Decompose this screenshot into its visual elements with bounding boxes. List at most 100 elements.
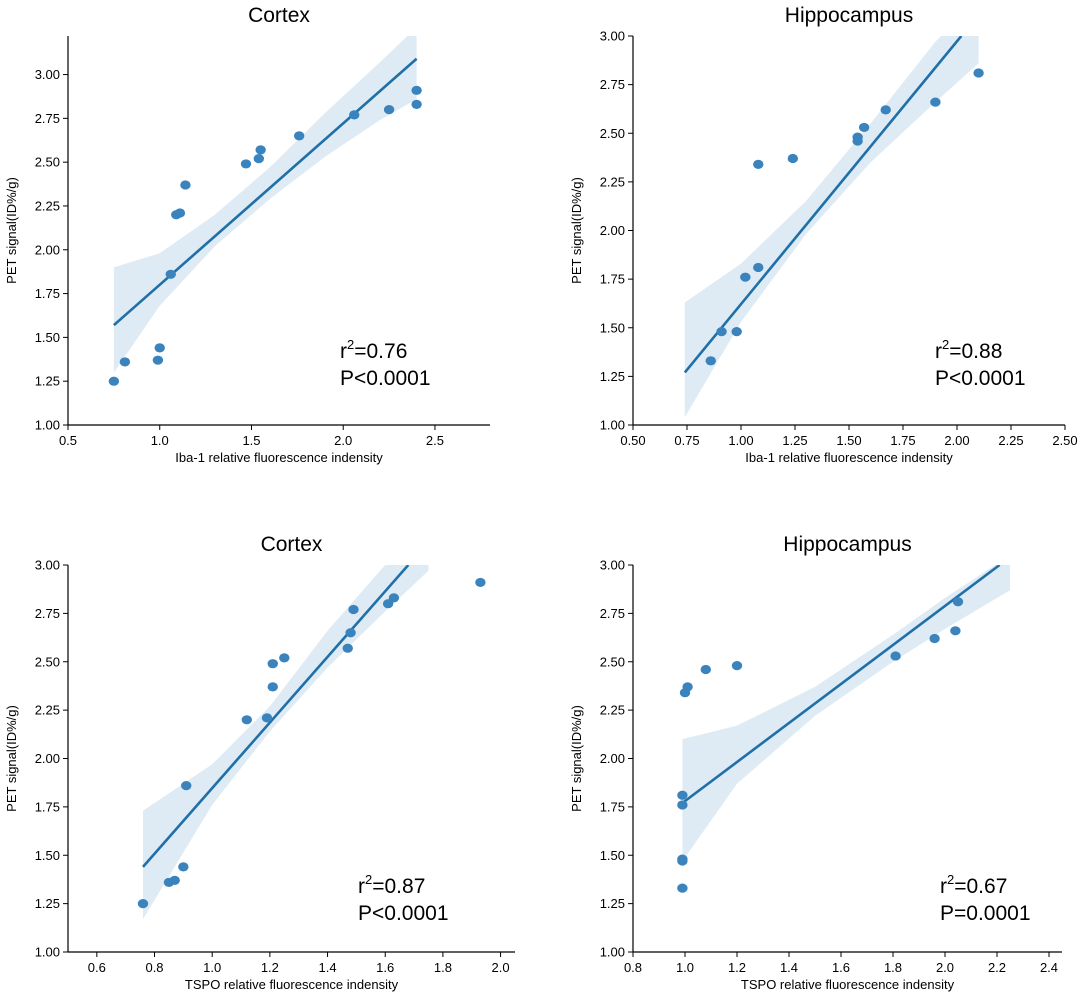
data-point [952, 597, 964, 607]
data-point [731, 327, 742, 337]
x-tick-label: 1.2 [728, 960, 746, 975]
data-point [279, 653, 290, 663]
x-tick-label: 2.00 [944, 433, 969, 448]
y-tick-label: 1.25 [600, 369, 625, 384]
confidence-band [113, 36, 417, 373]
y-tick-label: 1.25 [35, 896, 60, 911]
x-tick-label: 0.8 [624, 960, 642, 975]
r-symbol: r [935, 340, 942, 363]
x-tick-label: 1.0 [676, 960, 694, 975]
y-tick-label: 2.00 [35, 242, 60, 257]
x-tick-label: 0.6 [88, 960, 106, 975]
y-tick-label: 1.00 [35, 418, 60, 433]
y-tick-label: 2.50 [35, 155, 60, 170]
r-squared-value: =0.67 [954, 875, 1007, 898]
data-point [342, 643, 353, 653]
y-tick-label: 1.25 [600, 896, 625, 911]
data-point [677, 854, 688, 864]
y-tick-label: 1.75 [35, 286, 60, 301]
x-axis-label: TSPO relative fluorescence indensity [185, 977, 399, 992]
x-tick-label: 1.4 [780, 960, 798, 975]
y-tick-label: 2.25 [35, 198, 60, 213]
y-tick-label: 2.00 [600, 751, 625, 766]
y-tick-label: 1.50 [600, 848, 625, 863]
x-tick-label: 1.25 [782, 433, 807, 448]
confidence-band [682, 565, 1010, 862]
y-tick-label: 1.75 [600, 799, 625, 814]
data-point [349, 110, 360, 120]
y-tick-label: 1.00 [600, 418, 625, 433]
x-tick-label: 1.0 [151, 433, 169, 448]
data-point [682, 682, 693, 692]
y-tick-label: 1.50 [35, 848, 60, 863]
data-point [705, 356, 716, 366]
data-point [929, 633, 940, 644]
x-tick-label: 1.75 [890, 433, 915, 448]
regression-line [142, 565, 410, 868]
data-point [137, 899, 149, 909]
confidence-band [684, 36, 979, 418]
y-tick-label: 2.75 [35, 606, 60, 621]
y-tick-label: 2.50 [35, 654, 60, 669]
x-tick-label: 2.25 [998, 433, 1023, 448]
chart-title: Cortex [248, 4, 310, 27]
data-point [677, 790, 688, 800]
x-tick-label: 2.0 [334, 433, 352, 448]
x-tick-label: 1.8 [884, 960, 902, 975]
x-tick-label: 1.00 [728, 433, 753, 448]
p-value-annotation: P<0.0001 [340, 367, 431, 390]
data-point [267, 682, 278, 692]
r-squared-value: =0.87 [372, 875, 425, 898]
data-point [241, 715, 252, 725]
data-point [383, 104, 395, 115]
y-tick-label: 1.25 [35, 374, 60, 389]
data-point [181, 780, 192, 791]
data-point [165, 269, 176, 279]
x-tick-label: 1.8 [434, 960, 452, 975]
data-point [716, 327, 727, 337]
x-tick-label: 1.0 [203, 960, 221, 975]
data-point [890, 651, 901, 661]
x-tick-label: 1.6 [376, 960, 394, 975]
data-point [388, 593, 400, 603]
panel-tspo-cortex: 0.6 0.8 1.0 1.2 1.4 1.6 1.8 2.0 1.00 1.25 1.50 1.75… [4, 533, 515, 992]
panel-iba1-hippocampus: 0.50 0.75 1.00 1.25 1.50 1.75 2.00 2.25 2.50 1.00… [569, 4, 1078, 465]
data-point [169, 875, 180, 886]
y-tick-label: 2.25 [600, 174, 625, 189]
x-tick-label: 1.4 [319, 960, 337, 975]
data-point [677, 883, 688, 893]
x-axis-label: TSPO relative fluorescence indensity [741, 977, 955, 992]
y-tick-label: 1.50 [600, 320, 625, 335]
y-tick-label: 1.00 [600, 945, 625, 960]
data-point [880, 105, 891, 115]
y-tick-label: 2.50 [600, 654, 625, 669]
panel-tspo-hippocampus: 0.8 1.0 1.2 1.4 1.6 1.8 2.0 2.2 2.4 1.00 1.25 1.50 1… [569, 533, 1062, 992]
y-tick-label: 2.50 [600, 126, 625, 141]
y-tick-label: 1.75 [35, 799, 60, 814]
r-squared-annotation: r2=0.88 [935, 337, 1002, 363]
data-point [345, 628, 356, 638]
data-point [174, 208, 186, 218]
p-value-annotation: P<0.0001 [935, 367, 1026, 390]
data-point [475, 577, 486, 588]
y-tick-label: 2.00 [600, 223, 625, 238]
r-exponent: 2 [347, 337, 354, 352]
y-axis-label: PET signal(ID%/g) [569, 705, 584, 812]
data-point [858, 122, 870, 133]
chart-title: Cortex [261, 533, 323, 556]
regression-line [681, 565, 1001, 805]
x-tick-label: 0.8 [145, 960, 163, 975]
y-tick-label: 3.00 [35, 67, 60, 82]
r-squared-value: =0.76 [354, 340, 407, 363]
data-point [108, 376, 120, 386]
data-point [787, 153, 799, 164]
chart-title: Hippocampus [783, 533, 911, 556]
data-point [348, 604, 359, 615]
r-squared-annotation: r2=0.76 [340, 337, 407, 363]
data-point [293, 131, 305, 141]
data-point [255, 145, 266, 155]
r-symbol: r [358, 875, 365, 898]
x-axis-label: Iba-1 relative fluorescence indensity [745, 450, 953, 465]
data-point [731, 661, 743, 671]
